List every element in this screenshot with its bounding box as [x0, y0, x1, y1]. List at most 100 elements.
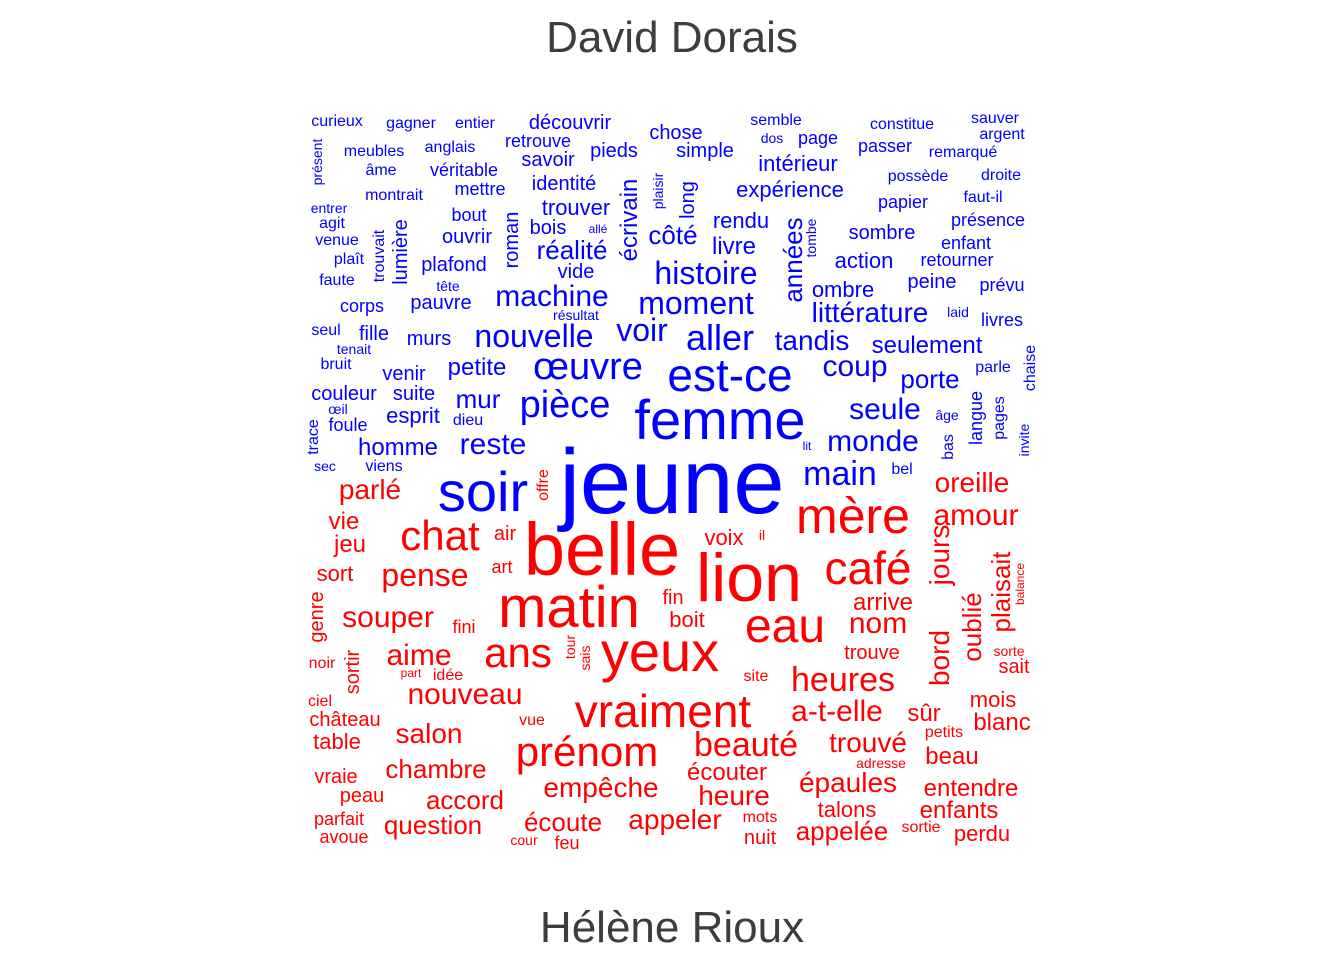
top-word-veritable: véritable — [429, 160, 499, 180]
top-word-livre: livre — [711, 233, 757, 260]
top-word-trace: trace — [305, 419, 322, 455]
top-group-title: David Dorais — [546, 13, 798, 62]
top-word-ouvrir: ouvrir — [441, 226, 493, 248]
top-word-livres: livres — [980, 310, 1024, 330]
top-word-piece: pièce — [519, 384, 611, 426]
top-word-oeuvre: œuvre — [533, 346, 643, 388]
bottom-word-oublie: oublié — [957, 592, 987, 662]
top-word-corps: corps — [339, 296, 385, 316]
top-word-action: action — [834, 248, 894, 273]
bottom-word-chambre: chambre — [385, 754, 487, 784]
top-word-alle: allé — [588, 222, 608, 236]
bottom-word-genre: genre — [306, 591, 328, 643]
bottom-word-offre: offre — [535, 469, 552, 501]
bottom-word-il: il — [758, 527, 766, 543]
top-word-pieds: pieds — [590, 140, 638, 162]
bottom-word-arrive: arrive — [852, 589, 914, 616]
top-word-cote: côté — [648, 220, 698, 250]
top-word-petite: petite — [447, 354, 507, 381]
top-word-reste: reste — [459, 428, 527, 461]
top-word-seulement: seulement — [871, 332, 983, 359]
bottom-word-a-t-elle: a-t-elle — [791, 695, 883, 728]
bottom-word-sur: sûr — [907, 700, 941, 727]
bottom-word-voix: voix — [704, 525, 744, 550]
bottom-word-vue: vue — [519, 712, 545, 729]
top-word-tombe: tombe — [803, 218, 819, 258]
top-word-faut-il: faut-il — [963, 189, 1003, 206]
bottom-word-amour: amour — [933, 499, 1019, 532]
top-word-foule: foule — [328, 415, 368, 435]
top-word-litterature: littérature — [811, 297, 929, 328]
top-word-ombre: ombre — [811, 277, 875, 302]
bottom-word-balance: balance — [1013, 562, 1027, 606]
top-word-aller: aller — [685, 317, 755, 358]
top-word-plaisir: plaisir — [650, 172, 666, 210]
top-word-coup: coup — [822, 350, 888, 383]
top-word-est-ce: est-ce — [667, 349, 793, 401]
top-word-ame: âme — [365, 162, 397, 179]
top-word-main: main — [803, 455, 877, 493]
top-word-simple: simple — [676, 140, 734, 162]
top-word-agit: agit — [319, 215, 345, 232]
top-word-parle: parle — [975, 359, 1011, 376]
bottom-word-nuit: nuit — [743, 827, 777, 849]
top-word-bruit: bruit — [320, 356, 352, 373]
top-word-prevu: prévu — [979, 275, 1025, 295]
top-word-tete: tête — [436, 278, 460, 294]
top-word-oeil: œil — [328, 401, 348, 417]
top-word-entrer: entrer — [310, 200, 348, 216]
bottom-word-air: air — [493, 523, 517, 545]
bottom-word-trouve: trouve — [844, 642, 900, 664]
bottom-word-fin: fin — [662, 587, 684, 609]
top-word-experience: expérience — [736, 177, 844, 202]
bottom-word-bord: bord — [924, 629, 955, 687]
bottom-word-beau: beau — [925, 743, 979, 770]
top-word-sec: sec — [314, 458, 336, 474]
top-word-nouvelle: nouvelle — [474, 318, 594, 354]
bottom-word-prenom: prénom — [515, 728, 659, 775]
top-word-trouvait: trouvait — [371, 229, 388, 283]
top-word-tandis: tandis — [774, 325, 850, 356]
top-word-gagner: gagner — [386, 115, 436, 132]
top-word-anglais: anglais — [424, 139, 476, 156]
bottom-word-peau: peau — [339, 785, 385, 807]
bottom-word-empeche: empêche — [543, 772, 659, 803]
bottom-word-souper: souper — [342, 601, 434, 634]
bottom-word-vraie: vraie — [314, 766, 358, 788]
top-word-chaise: chaise — [1022, 344, 1039, 392]
top-word-passer: passer — [857, 136, 913, 156]
bottom-word-noir: noir — [308, 655, 336, 672]
bottom-word-art: art — [491, 557, 513, 577]
top-word-constitue: constitue — [869, 116, 935, 133]
bottom-word-lion: lion — [696, 540, 802, 616]
bottom-word-vraiment: vraiment — [574, 685, 752, 737]
top-word-interieur: intérieur — [758, 151, 838, 176]
bottom-word-trouve: trouvé — [829, 727, 907, 758]
bottom-word-enfants: enfants — [919, 797, 999, 824]
bottom-word-ciel: ciel — [307, 693, 333, 710]
top-word-jeune: jeune — [559, 431, 785, 533]
top-word-meubles: meubles — [343, 143, 405, 160]
bottom-word-sort: sort — [316, 561, 354, 586]
bottom-word-vie: vie — [328, 508, 360, 535]
top-word-invite: invite — [1016, 423, 1032, 457]
top-word-droite: droite — [980, 167, 1022, 184]
top-word-seule: seule — [849, 393, 921, 426]
bottom-word-ecouter: écouter — [686, 759, 768, 786]
bottom-word-ans: ans — [484, 629, 552, 676]
top-word-long: long — [677, 181, 699, 219]
top-word-plait: plaît — [333, 251, 365, 268]
bottom-word-salon: salon — [395, 718, 463, 749]
top-word-peine: peine — [907, 271, 957, 293]
bottom-word-table: table — [313, 729, 361, 754]
top-word-mettre: mettre — [454, 179, 506, 199]
top-word-histoire: histoire — [654, 255, 758, 291]
bottom-word-parfait: parfait — [313, 809, 365, 829]
top-word-retrouve: retrouve — [504, 131, 572, 151]
top-word-dieu: dieu — [452, 412, 484, 429]
bottom-word-appelee: appelée — [795, 816, 889, 846]
bottom-word-question: question — [383, 810, 483, 840]
bottom-word-site: site — [743, 668, 769, 685]
bottom-word-nom: nom — [848, 607, 908, 640]
top-word-rendu: rendu — [712, 208, 770, 233]
